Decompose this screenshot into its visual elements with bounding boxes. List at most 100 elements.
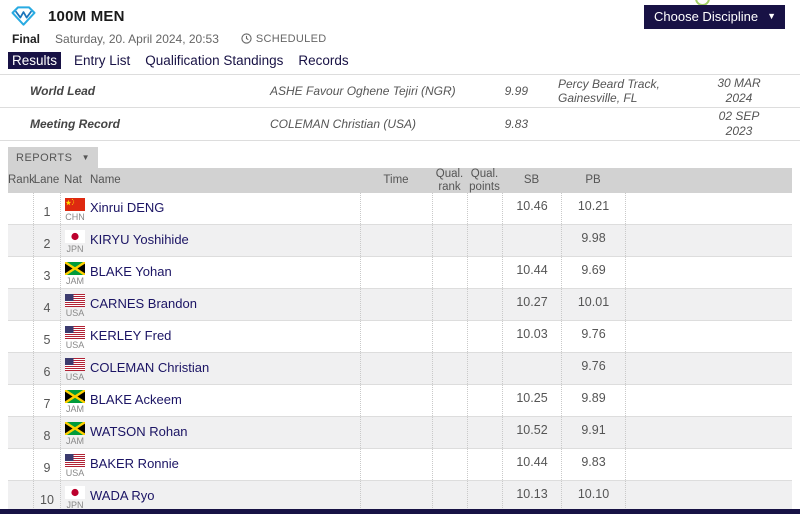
choose-discipline-label: Choose Discipline	[654, 9, 759, 24]
qual-points-cell	[467, 321, 502, 352]
rank-cell	[8, 481, 33, 512]
flag-icon	[65, 262, 85, 275]
table-row[interactable]: 2 JPN KIRYU Yoshihide 9.98	[8, 225, 792, 257]
athlete-name-link[interactable]: KIRYU Yoshihide	[90, 232, 189, 247]
record-athlete: COLEMAN Christian (USA)	[270, 117, 417, 131]
reports-button[interactable]: REPORTS ▼	[8, 147, 98, 168]
section-tabs: Results Entry List Qualification Standin…	[8, 51, 800, 69]
rank-cell	[8, 257, 33, 288]
athlete-name-link[interactable]: KERLEY Fred	[90, 328, 172, 343]
pb-cell: 9.91	[561, 417, 625, 448]
world-lead-row: World Lead ASHE Favour Oghene Tejiri (NG…	[0, 75, 800, 108]
table-row[interactable]: 7 JAM BLAKE Ackeem 10.25 9.89	[8, 385, 792, 417]
nat-code: JPN	[66, 500, 84, 510]
time-cell	[360, 257, 432, 288]
status-badge: SCHEDULED	[241, 33, 327, 45]
pb-cell: 10.10	[561, 481, 625, 512]
page-title: 100M MEN	[48, 7, 125, 25]
flag-icon	[65, 326, 85, 339]
tab-results[interactable]: Results	[8, 51, 62, 69]
table-row[interactable]: 3 JAM BLAKE Yohan 10.44 9.69	[8, 257, 792, 289]
record-date: 02 SEP 2023	[718, 109, 760, 138]
time-cell	[360, 353, 432, 384]
diamond-league-logo-icon	[10, 5, 37, 27]
nat-code: JPN	[66, 244, 84, 254]
spacer-cell	[625, 257, 792, 288]
flag-icon	[65, 486, 85, 499]
nat-code: USA	[65, 308, 85, 318]
rank-cell	[8, 225, 33, 256]
athlete-name-link[interactable]: BLAKE Ackeem	[90, 392, 182, 407]
tab-qualification-standings[interactable]: Qualification Standings	[145, 52, 284, 68]
athlete-name-link[interactable]: WATSON Rohan	[90, 424, 188, 439]
name-cell: COLEMAN Christian	[86, 353, 360, 384]
qual-points-cell	[467, 289, 502, 320]
spacer-cell	[625, 481, 792, 512]
name-cell: BLAKE Yohan	[86, 257, 360, 288]
table-row[interactable]: 8 JAM WATSON Rohan 10.52 9.91	[8, 417, 792, 449]
spacer-cell	[625, 353, 792, 384]
time-cell	[360, 385, 432, 416]
rank-cell	[8, 385, 33, 416]
table-row[interactable]: 6 USA COLEMAN Christian 9.76	[8, 353, 792, 385]
athlete-name-link[interactable]: COLEMAN Christian	[90, 360, 210, 375]
nat-code: USA	[65, 372, 85, 382]
athlete-name-link[interactable]: BAKER Ronnie	[90, 456, 179, 471]
qual-rank-cell	[432, 449, 467, 480]
record-label: Meeting Record	[30, 117, 121, 131]
flag-icon	[65, 390, 85, 403]
nat-code: JAM	[66, 436, 84, 446]
lane-cell: 6	[33, 353, 60, 384]
rank-cell	[8, 321, 33, 352]
nat-cell: USA	[60, 353, 86, 384]
record-athlete: ASHE Favour Oghene Tejiri (NGR)	[270, 84, 456, 98]
rank-cell	[8, 353, 33, 384]
qual-rank-cell	[432, 385, 467, 416]
record-venue: Percy Beard Track, Gainesville, FL	[558, 76, 660, 105]
sb-cell: 10.46	[502, 193, 561, 224]
sb-cell	[502, 225, 561, 256]
tab-entry-list[interactable]: Entry List	[74, 52, 131, 68]
table-row[interactable]: 9 USA BAKER Ronnie 10.44 9.83	[8, 449, 792, 481]
athlete-name-link[interactable]: CARNES Brandon	[90, 296, 197, 311]
lane-cell: 9	[33, 449, 60, 480]
athlete-name-link[interactable]: Xinrui DENG	[90, 200, 165, 215]
col-header-qual-points: Qual. points	[469, 167, 500, 193]
lane-cell: 2	[33, 225, 60, 256]
qual-points-cell	[467, 353, 502, 384]
pb-cell: 9.69	[561, 257, 625, 288]
spacer-cell	[625, 321, 792, 352]
choose-discipline-button[interactable]: Choose Discipline ▼	[644, 5, 785, 29]
tab-records[interactable]: Records	[298, 52, 349, 68]
record-date: 30 MAR 2024	[717, 76, 761, 105]
table-row[interactable]: 4 USA CARNES Brandon 10.27 10.01	[8, 289, 792, 321]
time-cell	[360, 193, 432, 224]
name-cell: WADA Ryo	[86, 481, 360, 512]
round-label: Final	[12, 31, 41, 46]
athlete-name-link[interactable]: BLAKE Yohan	[90, 264, 172, 279]
athlete-name-link[interactable]: WADA Ryo	[90, 488, 155, 503]
nat-cell: USA	[60, 449, 86, 480]
time-cell	[360, 225, 432, 256]
name-cell: KIRYU Yoshihide	[86, 225, 360, 256]
qual-points-cell	[467, 417, 502, 448]
nat-code: CHN	[65, 212, 85, 222]
qual-rank-cell	[432, 481, 467, 512]
sb-cell: 10.13	[502, 481, 561, 512]
spacer-cell	[625, 417, 792, 448]
sb-cell	[502, 353, 561, 384]
table-row[interactable]: 1 CHN Xinrui DENG 10.46 10.21	[8, 193, 792, 225]
meeting-record-row: Meeting Record COLEMAN Christian (USA) 9…	[0, 108, 800, 141]
nat-cell: JPN	[60, 225, 86, 256]
reports-label: REPORTS	[16, 151, 73, 164]
qual-rank-cell	[432, 353, 467, 384]
col-header-nat: Nat	[64, 174, 82, 187]
nat-code: JAM	[66, 276, 84, 286]
nat-cell: JAM	[60, 257, 86, 288]
nat-code: JAM	[66, 404, 84, 414]
chevron-down-icon: ▼	[767, 11, 776, 21]
table-row[interactable]: 5 USA KERLEY Fred 10.03 9.76	[8, 321, 792, 353]
lane-cell: 5	[33, 321, 60, 352]
pb-cell: 10.01	[561, 289, 625, 320]
rank-cell	[8, 289, 33, 320]
